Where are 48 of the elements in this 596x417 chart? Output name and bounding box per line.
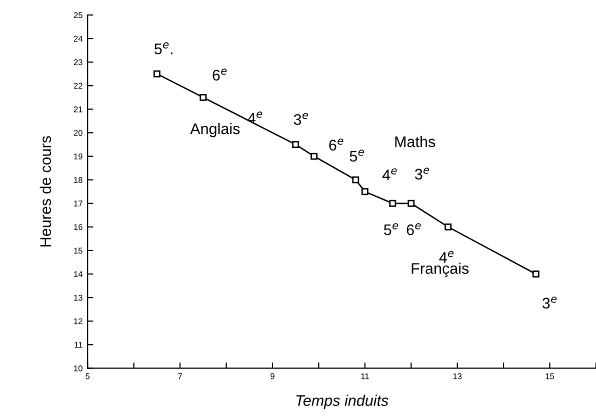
annotation: 5$^{e}$. xyxy=(154,42,172,54)
annotation: Français xyxy=(412,262,469,277)
y-tick-label: 24 xyxy=(74,36,83,42)
y-tick-label: 10 xyxy=(74,365,82,372)
point xyxy=(153,70,160,78)
x-tick-label: 7 xyxy=(178,373,182,380)
annotation: 5$^{e}$ xyxy=(384,223,398,236)
x-axis-title: Temps induits xyxy=(296,394,388,409)
point xyxy=(352,176,360,184)
y-tick-label: 23 xyxy=(74,59,82,66)
y-tick-label: 13 xyxy=(74,294,82,301)
annotation: 3$^{e}$ xyxy=(414,168,430,180)
y-tick-label: 21 xyxy=(74,106,82,112)
annotation: 6$^{e}$ xyxy=(212,68,227,81)
x-tick-label: 11 xyxy=(361,373,369,380)
annotation: Maths xyxy=(395,136,436,148)
annotation: 3$^{e}$ xyxy=(542,296,557,309)
y-tick-label: 15 xyxy=(74,248,82,254)
y-tick-label: 11 xyxy=(74,342,82,348)
x-tick-label: 5 xyxy=(86,373,90,380)
annotation: Anglais xyxy=(190,122,240,138)
annotation: 5$^{e}$ xyxy=(350,150,364,162)
annotation: 3$^{e}$ xyxy=(294,112,308,125)
point xyxy=(361,188,368,196)
point xyxy=(389,200,396,207)
point xyxy=(408,200,415,207)
annotation: 6$^{e}$ xyxy=(406,223,421,236)
y-tick-label: 22 xyxy=(74,82,82,89)
annotation: 4$^{e}$ xyxy=(382,168,397,180)
annotation: 4$^{e}$ xyxy=(439,250,454,263)
x-tick-label: 13 xyxy=(453,373,462,380)
y-tick-label: 18 xyxy=(74,177,82,183)
point xyxy=(200,94,207,101)
x-tick-label: 9 xyxy=(270,373,274,380)
y-tick-label: 14 xyxy=(74,271,83,278)
y-tick-label: 16 xyxy=(74,224,82,230)
y-axis-title: Heures de cours xyxy=(40,136,52,246)
point xyxy=(532,270,540,278)
y-tick-label: 17 xyxy=(74,200,82,206)
x-tick-label: 15 xyxy=(546,373,554,380)
y-tick-label: 20 xyxy=(74,130,82,136)
y-tick-label: 12 xyxy=(74,318,82,324)
point xyxy=(444,223,452,230)
y-tick-label: 25 xyxy=(74,12,82,18)
point xyxy=(310,152,318,160)
point xyxy=(292,141,300,148)
y-tick-label: 19 xyxy=(74,153,82,160)
annotation: 6$^{e}$ xyxy=(329,138,344,151)
